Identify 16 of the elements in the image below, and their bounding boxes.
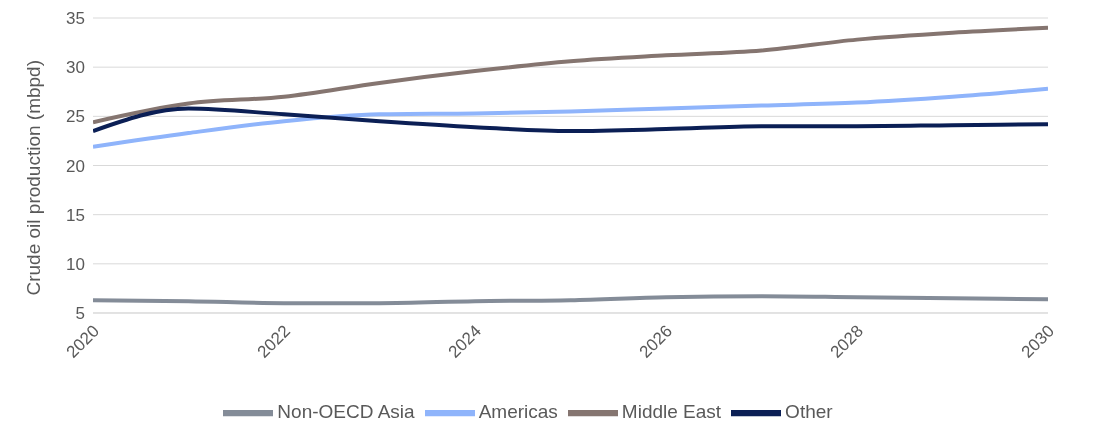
y-tick-label: 15 [66, 205, 85, 225]
y-tick-label: 5 [75, 304, 85, 324]
y-tick-label: 35 [66, 9, 85, 29]
line-series [93, 106, 1048, 134]
line-series [93, 86, 1048, 149]
line-series [93, 25, 1048, 125]
y-tick-label: 30 [66, 58, 85, 78]
legend-label: Other [785, 401, 833, 423]
y-tick-label: 25 [66, 107, 85, 127]
line-series [93, 294, 1048, 306]
legend-label: Middle East [621, 401, 722, 423]
y-axis-title: Crude oil production (mbpd) [22, 59, 44, 296]
legend-label: Non-OECD Asia [277, 401, 415, 423]
legend-label: Americas [478, 401, 558, 423]
y-tick-label: 10 [66, 254, 85, 274]
y-tick-label: 20 [66, 156, 85, 176]
